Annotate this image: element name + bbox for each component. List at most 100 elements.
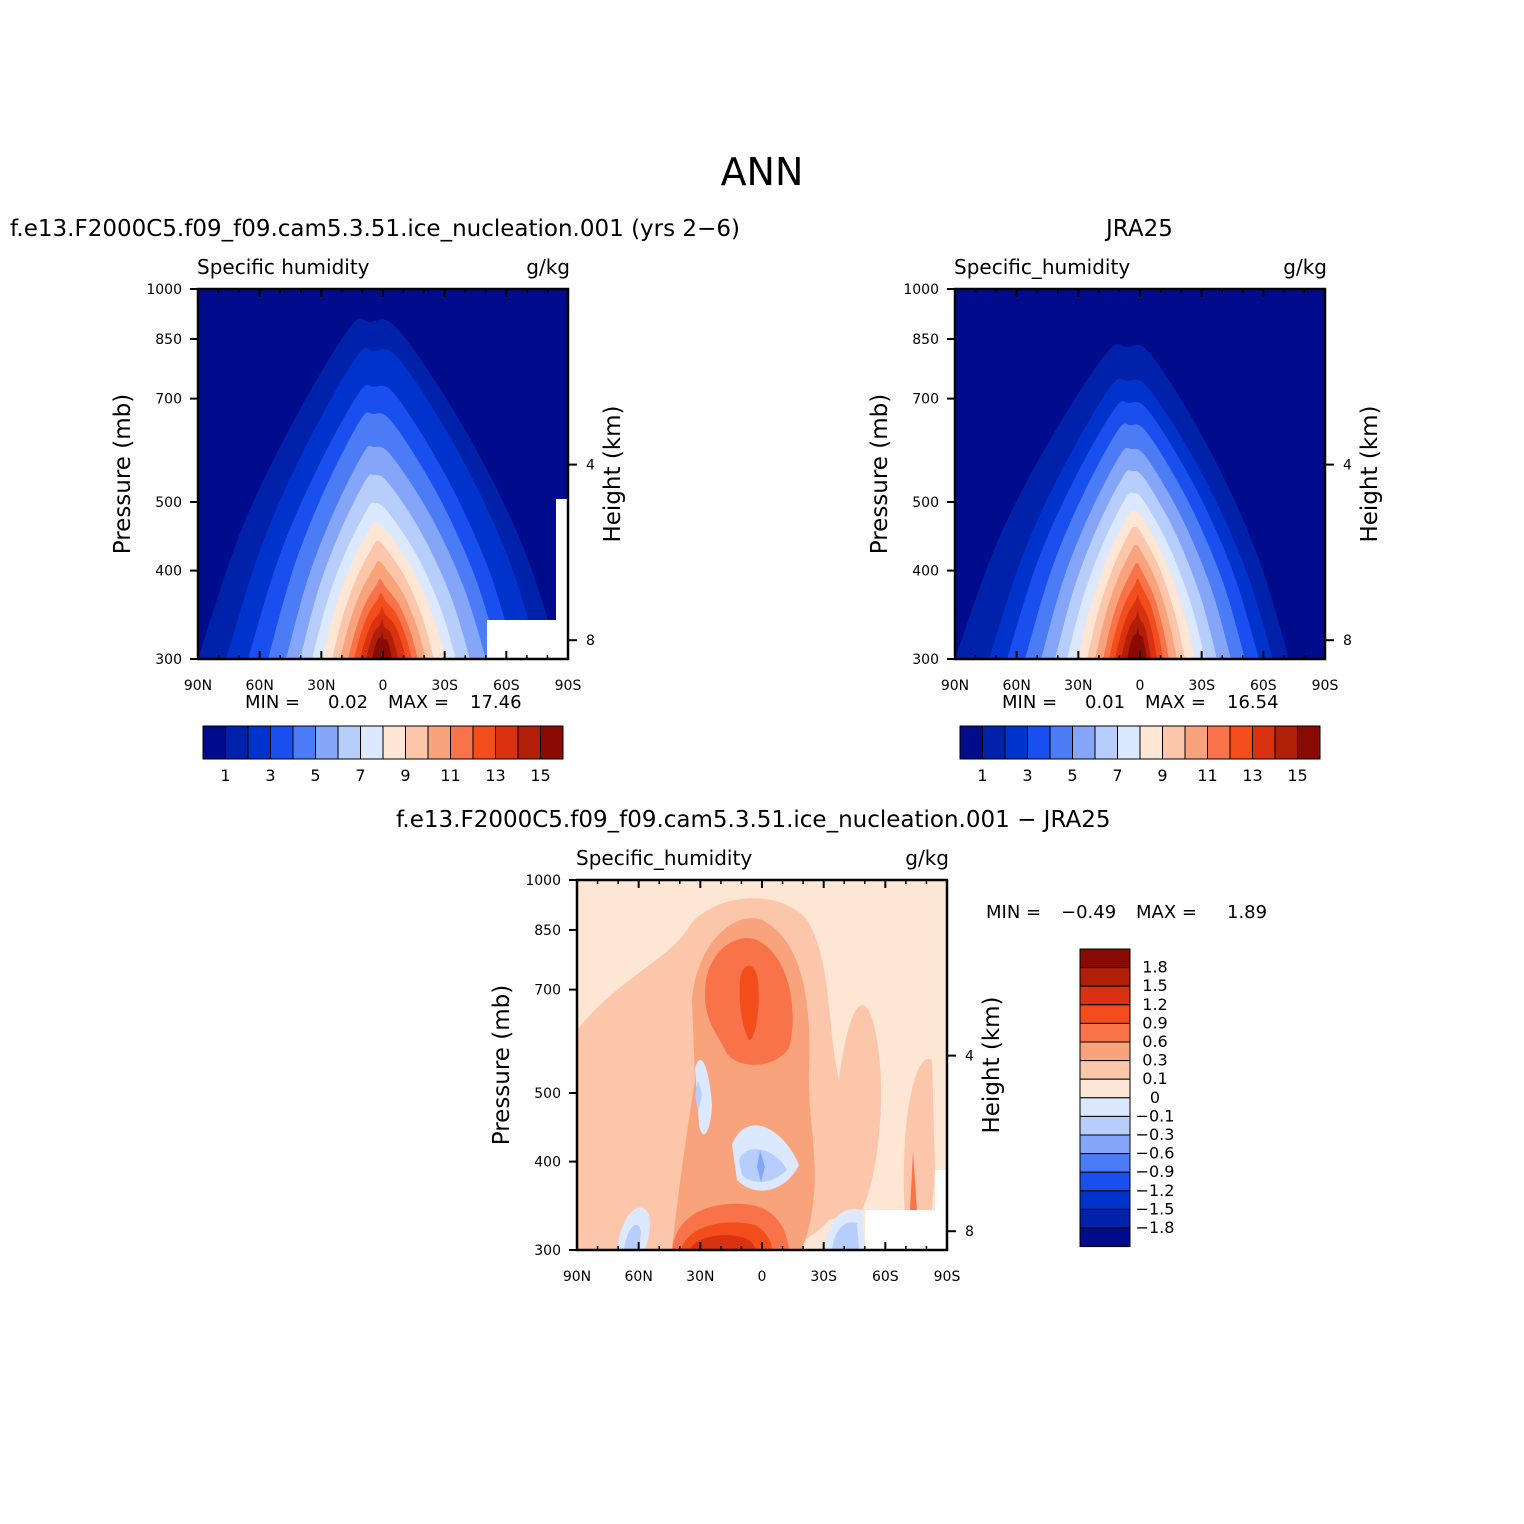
- colorbar-label: 0: [1150, 1088, 1160, 1107]
- colorbar-panel-1: 1 3 5 7 9 11 13 15: [202, 725, 564, 785]
- colorbar-label: 13: [485, 766, 505, 785]
- colorbar-label: 1: [220, 766, 230, 785]
- y-tick-label: 850: [912, 332, 939, 348]
- y2-tick-label: 4: [1343, 458, 1352, 474]
- colorbar-box: [1079, 1060, 1131, 1080]
- missing-data-region: [556, 499, 568, 620]
- missing-data-region: [935, 1170, 947, 1210]
- x-tick-label: 30N: [1064, 678, 1092, 694]
- colorbar-box: [450, 725, 474, 760]
- colorbar-label: −0.3: [1136, 1125, 1175, 1144]
- y-tick-label: 850: [155, 332, 182, 348]
- x-tick-label: 0: [758, 1269, 767, 1285]
- min-label: MIN =: [245, 692, 300, 713]
- y-axis-label: Pressure (mb): [867, 394, 893, 554]
- x-tick-label: 30N: [686, 1269, 714, 1285]
- minmax-panel-1: MIN = 0.02 MAX = 17.46: [245, 692, 522, 713]
- colorbar-box: [1027, 725, 1051, 760]
- y-tick-label: 700: [912, 392, 939, 408]
- x-tick-label: 90S: [934, 1269, 961, 1285]
- colorbar-label: −1.8: [1136, 1218, 1175, 1237]
- x-tick-label: 60S: [872, 1269, 899, 1285]
- y-tick-label: 400: [912, 564, 939, 580]
- colorbar-box: [1079, 1153, 1131, 1173]
- y-tick-label: 500: [534, 1086, 561, 1102]
- y-tick-label: 1000: [903, 282, 939, 298]
- colorbar-box: [1079, 1004, 1131, 1024]
- units-label: g/kg: [526, 255, 570, 279]
- colorbar-box: [1162, 725, 1186, 760]
- colorbar-label: 1.8: [1142, 958, 1167, 977]
- colorbar-box: [1079, 1022, 1131, 1043]
- colorbar-panel-2: 1 3 5 7 9 11 13 15: [959, 725, 1321, 785]
- contour-fill-panel-3: [577, 880, 947, 1250]
- colorbar-box: [959, 725, 983, 760]
- axes-panel-1: 90N 60N 30N 0 30S 60S 90S 300 400 500 700 850 1000 8 4…: [110, 255, 626, 694]
- colorbar-label: 0.1: [1142, 1069, 1167, 1088]
- units-label: g/kg: [905, 846, 949, 870]
- contour-band-neg-7: [624, 1224, 641, 1250]
- colorbar-label: 1: [977, 766, 987, 785]
- y-tick-label: 700: [155, 392, 182, 408]
- panel-2-title: JRA25: [1106, 216, 1173, 242]
- y-axis-label: Pressure (mb): [110, 394, 136, 554]
- x-tick-label: 30S: [431, 678, 458, 694]
- axes-panel-2: 90N 60N 30N 0 30S 60S 90S 300 400 500 700 850 1000 8 4…: [867, 255, 1383, 694]
- y-tick-label: 1000: [146, 282, 182, 298]
- colorbar-box: [1139, 725, 1163, 760]
- colorbar-label: 7: [355, 766, 365, 785]
- contour-band-neg-1: [695, 1059, 712, 1135]
- max-label: MAX =: [1145, 692, 1206, 713]
- x-tick-label: 90N: [563, 1269, 591, 1285]
- colorbar-box: [1229, 725, 1253, 760]
- y-axis-label: Pressure (mb): [489, 985, 515, 1145]
- x-tick-label: 60N: [1003, 678, 1031, 694]
- colorbar-box: [405, 725, 429, 760]
- units-label: g/kg: [1283, 255, 1327, 279]
- figure-title: ANN: [720, 150, 804, 194]
- y-tick-label: 300: [155, 652, 182, 668]
- variable-label: Specific_humidity: [954, 255, 1130, 279]
- y2-axis-label: Height (km): [1357, 405, 1383, 542]
- minmax-panel-3: MIN = −0.49 MAX = 1.89: [986, 902, 1267, 923]
- colorbar-box: [1252, 725, 1276, 760]
- colorbar-box: [1079, 948, 1131, 969]
- colorbar-box: [1079, 1134, 1131, 1155]
- x-tick-label: 60S: [1250, 678, 1277, 694]
- contour-band-0.9-1.2: [739, 965, 759, 1040]
- y2-axis-label: Height (km): [979, 996, 1005, 1133]
- y2-tick-label: 8: [1343, 633, 1352, 649]
- colorbar-box: [1079, 1041, 1131, 1062]
- colorbar-box: [225, 725, 249, 760]
- colorbar-box: [1072, 725, 1096, 760]
- panel-1-title: f.e13.F2000C5.f09_f09.cam5.3.51.ice_nucl…: [10, 216, 740, 242]
- x-tick-label: 90N: [941, 678, 969, 694]
- colorbar-box: [1297, 725, 1321, 760]
- colorbar-box: [337, 725, 361, 760]
- colorbar-box: [1079, 985, 1131, 1006]
- colorbar-label: −0.6: [1136, 1144, 1175, 1163]
- y-tick-label: 400: [534, 1155, 561, 1171]
- missing-data-region: [865, 1210, 947, 1250]
- y-tick-label: 500: [155, 495, 182, 511]
- y2-tick-label: 4: [586, 458, 595, 474]
- colorbar-box: [1079, 1190, 1131, 1210]
- colorbar-label: 0.9: [1142, 1013, 1167, 1032]
- variable-label: Specific_humidity: [576, 846, 752, 870]
- colorbar-box: [1004, 725, 1028, 760]
- x-tick-label: 30S: [1188, 678, 1215, 694]
- colorbar-box: [1184, 725, 1208, 760]
- colorbar-box: [292, 725, 316, 760]
- y-tick-label: 1000: [525, 873, 561, 889]
- contour-band-surface-3: [689, 1235, 755, 1250]
- colorbar-box: [1094, 725, 1118, 760]
- y2-axis-label: Height (km): [600, 405, 626, 542]
- x-tick-label: 90S: [555, 678, 582, 694]
- contour-fill-panel-2: [955, 289, 1325, 659]
- y-tick-label: 850: [534, 923, 561, 939]
- colorbar-box: [1079, 1208, 1131, 1229]
- min-value: −0.49: [1061, 902, 1116, 923]
- colorbar-box: [1117, 725, 1141, 760]
- colorbar-box: [1274, 725, 1298, 760]
